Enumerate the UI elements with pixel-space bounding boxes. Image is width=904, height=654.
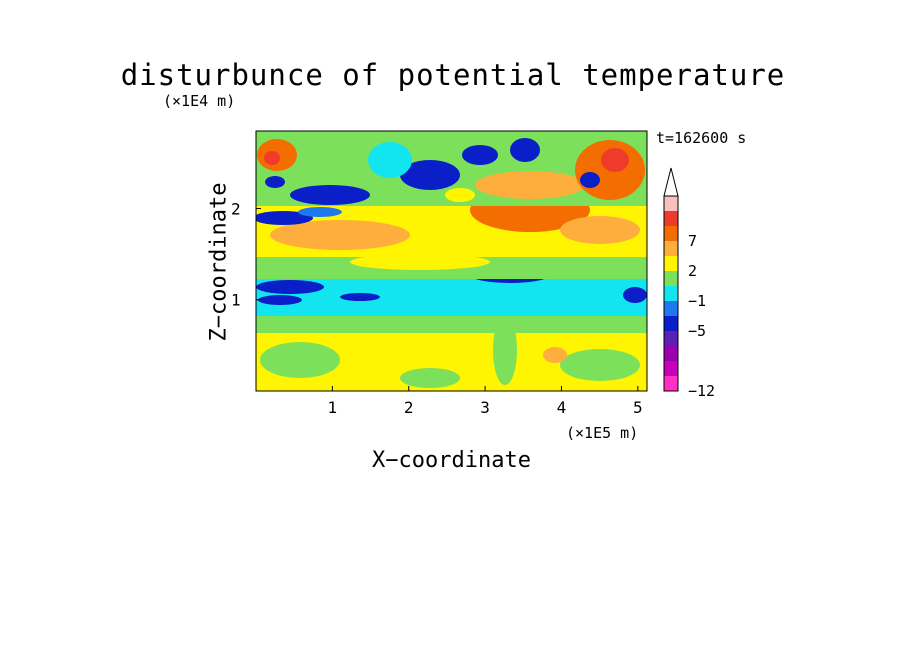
blue-patch	[400, 160, 460, 190]
blue-patch	[340, 293, 380, 301]
colorbar-swatch	[664, 226, 678, 242]
colorbar-swatch	[664, 196, 678, 212]
y-tick-label: 2	[231, 199, 241, 219]
colorbar-frame	[663, 195, 679, 392]
green-patch	[260, 342, 340, 378]
red-patch	[601, 148, 629, 172]
x-tick-label: 4	[556, 398, 567, 417]
blue-patch	[258, 295, 302, 305]
colorbar-label: 2	[688, 262, 698, 280]
y-unit-label: (×1E4 m)	[163, 92, 236, 110]
blue-patch	[623, 287, 647, 303]
x-tick-label: 1	[327, 398, 338, 417]
blue-patch	[265, 176, 285, 188]
yellow-patch	[350, 254, 490, 270]
colorbar-swatch	[664, 376, 678, 392]
cyan-patch	[368, 142, 412, 178]
colorbar-label: −12	[688, 382, 716, 400]
colorbar-swatch	[664, 361, 678, 377]
orange-patch	[270, 220, 410, 250]
blue-patch	[580, 172, 600, 188]
colorbar-label: 7	[688, 232, 698, 250]
y-axis-label: Z−coordinate	[206, 182, 232, 342]
x-tick-label: 2	[403, 398, 414, 417]
colorbar-swatch	[664, 331, 678, 347]
y-tick-marks	[256, 208, 261, 301]
colorbar-swatch	[664, 271, 678, 287]
yellow-patch	[445, 188, 475, 202]
colorbar-swatch	[664, 256, 678, 272]
blue-patch	[290, 185, 370, 205]
y-tick-label: 1	[231, 290, 241, 310]
x-axis-label: X−coordinate	[372, 448, 531, 473]
colorbar-swatch	[664, 316, 678, 332]
plot-frame	[255, 130, 648, 392]
colorbar-label: −1	[688, 292, 707, 310]
time-label: t=162600 s	[656, 129, 747, 147]
orange-patch	[543, 347, 567, 363]
band-green-lower	[256, 313, 647, 333]
orange-patch	[560, 216, 640, 244]
colorbar-swatch	[664, 241, 678, 257]
green-patch	[400, 368, 460, 388]
blue-patch	[298, 207, 342, 217]
colorbar-swatch	[664, 286, 678, 302]
green-patch	[560, 349, 640, 381]
colorbar	[663, 167, 679, 392]
x-tick-label: 5	[633, 398, 643, 417]
colorbar-swatch	[664, 301, 678, 317]
blue-patch	[510, 138, 540, 162]
colorbar-swatch	[664, 346, 678, 362]
red-patch	[264, 151, 280, 165]
colorbar-extend-arrow	[663, 167, 679, 197]
contour-field	[256, 131, 647, 391]
blue-patch	[462, 145, 498, 165]
x-tick-marks	[331, 386, 639, 391]
chart-title: disturbunce of potential temperature	[120, 58, 786, 92]
x-tick-label: 3	[480, 398, 490, 417]
orange-patch	[475, 171, 585, 199]
colorbar-swatch	[664, 211, 678, 227]
blue-patch	[256, 280, 324, 294]
blue-patch	[256, 211, 313, 225]
x-unit-label: (×1E5 m)	[566, 424, 639, 442]
colorbar-label: −5	[688, 322, 707, 340]
